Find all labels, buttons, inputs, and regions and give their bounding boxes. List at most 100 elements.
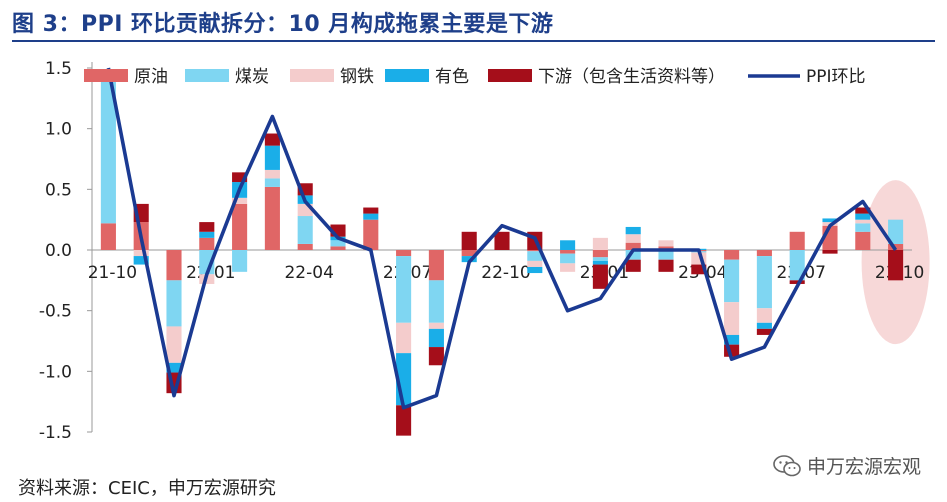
x-tick-label: 22-10 [481, 263, 530, 283]
bar-nonferrous [855, 213, 871, 220]
bar-nonferrous [625, 226, 641, 235]
bar-coal [166, 280, 182, 327]
bar-coal [527, 251, 543, 261]
bar-coal [396, 256, 412, 323]
bar-downstream [822, 250, 838, 254]
bar-crude [724, 250, 740, 260]
bar-crude [264, 186, 280, 250]
bar-nonferrous [592, 260, 608, 265]
bar-crude [297, 243, 313, 250]
bar-downstream [232, 172, 248, 183]
bar-nonferrous [560, 240, 576, 250]
bar-coal [855, 223, 871, 232]
legend-label-downstream: 下游（包含生活资料等） [538, 67, 725, 87]
bar-crude [396, 250, 412, 257]
bar-layer [100, 71, 904, 436]
legend-swatch-coal [185, 69, 229, 82]
bar-nonferrous [724, 334, 740, 345]
y-tick-label: 1.0 [45, 120, 72, 140]
bar-downstream [756, 328, 772, 335]
bar-steel [133, 250, 149, 257]
y-tick-label: -1.0 [39, 362, 72, 382]
bar-coal [232, 250, 248, 272]
legend-swatch-nonferrous [385, 69, 429, 82]
bar-crude [100, 223, 116, 250]
bar-crude [756, 250, 772, 257]
bar-downstream [625, 259, 641, 272]
bar-downstream [658, 259, 674, 272]
bar-crude [166, 250, 182, 281]
bar-steel [625, 234, 641, 243]
y-tick-label: -1.5 [39, 423, 72, 443]
bar-downstream [363, 207, 379, 214]
legend-label-crude: 原油 [134, 67, 168, 87]
bar-downstream [888, 250, 904, 281]
legend: 原油 煤炭 钢铁 有色 下游（包含生活资料等） PPI环比 [84, 67, 866, 87]
bar-coal [560, 253, 576, 264]
y-tick-label: -0.5 [39, 302, 72, 322]
bar-steel [428, 322, 444, 329]
bar-nonferrous [133, 256, 149, 265]
chart-title: 图 3：PPI 环比贡献拆分：10 月构成拖累主要是下游 [12, 12, 554, 37]
bar-downstream [494, 231, 510, 250]
y-tick-label: 1.5 [45, 59, 72, 79]
bar-steel [855, 219, 871, 224]
bar-crude [363, 219, 379, 250]
x-tick-label: 21-10 [88, 263, 137, 283]
bar-steel [724, 302, 740, 335]
bar-nonferrous [461, 256, 477, 263]
bar-crude [232, 203, 248, 250]
bar-downstream [789, 280, 805, 284]
watermark: 申万宏源宏观 [773, 452, 921, 479]
bar-coal [724, 259, 740, 303]
bar-coal [264, 178, 280, 187]
bar-steel [232, 197, 248, 204]
bar-steel [527, 260, 543, 267]
bar-steel [396, 322, 412, 354]
legend-swatch-downstream [488, 69, 532, 82]
ppi-contribution-chart: 1.51.00.50.0-0.5-1.0-1.521-1022-0122-042… [39, 59, 930, 443]
bar-nonferrous [756, 322, 772, 329]
bar-crude [330, 246, 346, 250]
series-line-ppi [106, 67, 898, 410]
bar-coal [100, 71, 116, 224]
bar-crude [658, 246, 674, 250]
bar-downstream [199, 222, 215, 232]
bar-coal [592, 257, 608, 261]
bar-coal [428, 280, 444, 323]
bar-nonferrous [199, 231, 215, 238]
legend-label-nonferrous: 有色 [435, 67, 469, 87]
bar-crude [560, 250, 576, 254]
bar-crude [461, 250, 477, 257]
bar-crude [625, 242, 641, 250]
bar-coal [625, 250, 641, 260]
bar-steel [756, 308, 772, 323]
source-note: 资料来源：CEIC，申万宏源研究 [18, 478, 276, 499]
bar-crude [428, 250, 444, 281]
legend-swatch-crude [84, 69, 128, 82]
axis-layer: 1.51.00.50.0-0.5-1.0-1.521-1022-0122-042… [39, 59, 924, 443]
bar-nonferrous [428, 328, 444, 348]
bar-coal [789, 250, 805, 281]
bar-nonferrous [527, 266, 543, 274]
bar-downstream [428, 347, 444, 366]
bar-downstream [396, 405, 412, 436]
bar-coal [297, 216, 313, 244]
bar-nonferrous [363, 213, 379, 220]
bar-crude [199, 237, 215, 250]
watermark-text: 申万宏源宏观 [806, 456, 921, 478]
bar-nonferrous [822, 218, 838, 223]
legend-label-ppi: PPI环比 [806, 67, 866, 87]
bar-nonferrous [166, 362, 182, 373]
bar-crude [592, 250, 608, 258]
legend-label-coal: 煤炭 [235, 67, 269, 87]
bar-downstream [691, 264, 707, 275]
bar-crude [527, 250, 543, 252]
bar-coal [888, 219, 904, 244]
wechat-icon [773, 454, 801, 476]
bar-downstream [461, 231, 477, 250]
line-layer [106, 67, 898, 410]
bar-steel [592, 237, 608, 250]
bar-crude [789, 231, 805, 250]
x-tick-label: 22-04 [284, 263, 333, 283]
